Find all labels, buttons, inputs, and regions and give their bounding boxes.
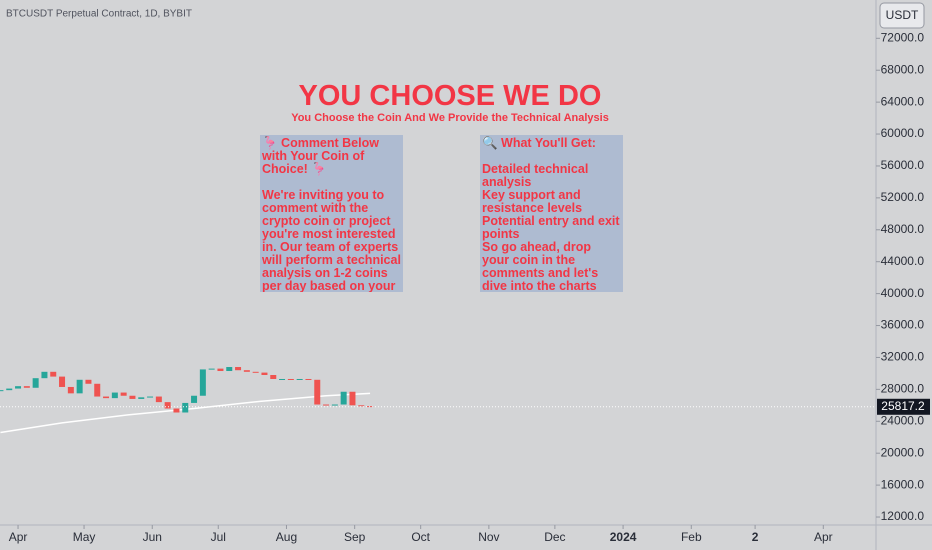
candle <box>367 406 374 408</box>
candle <box>331 404 338 406</box>
last-price-box <box>877 398 930 415</box>
candle <box>208 368 215 370</box>
x-tick-label: Apr <box>814 530 833 544</box>
info-text: Detailed technical analysis <box>482 162 589 189</box>
last-price-label: 25817.2 <box>881 399 925 413</box>
candle <box>296 378 303 380</box>
x-tick-label: Apr <box>9 530 28 544</box>
x-tick-label: Feb <box>681 530 702 544</box>
info-text: Potential entry and exit points <box>482 214 620 241</box>
candle <box>279 378 286 380</box>
y-tick-label: 20000.0 <box>881 445 925 459</box>
candle <box>147 396 154 398</box>
candle <box>261 372 268 375</box>
y-tick-label: 28000.0 <box>881 382 925 396</box>
candle <box>191 395 198 403</box>
candle <box>111 392 118 399</box>
candle <box>138 397 145 399</box>
candle <box>287 378 294 380</box>
y-tick-label: 56000.0 <box>881 158 925 172</box>
candle <box>32 378 39 388</box>
candle <box>173 408 180 413</box>
candle <box>182 402 189 413</box>
candle <box>59 376 66 387</box>
x-tick-label: 2024 <box>610 530 637 544</box>
x-tick-label: Aug <box>276 530 297 544</box>
symbol-label: BTCUSDT Perpetual Contract, 1D, BYBIT <box>6 9 192 20</box>
candle <box>270 375 277 379</box>
x-tick-label: Sep <box>344 530 366 544</box>
candle <box>164 402 171 409</box>
y-tick-label: 60000.0 <box>881 126 925 140</box>
y-tick-label: 40000.0 <box>881 286 925 300</box>
y-tick-label: 64000.0 <box>881 94 925 108</box>
x-tick-label: 2 <box>752 530 759 544</box>
candle <box>305 378 312 380</box>
candle <box>243 370 250 372</box>
y-tick-label: 68000.0 <box>881 62 925 76</box>
x-tick-label: Jun <box>143 530 162 544</box>
candle <box>349 391 356 406</box>
candle <box>23 386 30 388</box>
x-tick-label: May <box>73 530 96 544</box>
moving-average <box>0 392 371 434</box>
info-text: Key support and resistance levels <box>482 188 583 215</box>
candle <box>217 368 224 372</box>
candle <box>226 367 233 372</box>
currency-button[interactable] <box>879 2 925 29</box>
candle <box>155 396 162 403</box>
info-text: 🔍 What You'll Get: <box>482 136 596 150</box>
candle <box>314 379 321 405</box>
candle <box>41 371 48 379</box>
candle <box>120 392 127 396</box>
candle <box>235 367 242 371</box>
candle <box>323 404 330 406</box>
candle <box>76 379 83 394</box>
candle <box>340 391 347 405</box>
candle <box>85 379 92 384</box>
info-box: 🔍 What You'll Get: Detailed technical ana… <box>480 135 623 292</box>
x-tick-label: Dec <box>544 530 565 544</box>
overlay-subtitle: You Choose the Coin And We Provide the T… <box>291 112 609 124</box>
candle <box>199 369 206 396</box>
candle <box>50 371 57 377</box>
info-text: 🦩 Comment Below with Your Coin of Choice… <box>262 136 379 176</box>
info-text: So go ahead, drop your coin in the comme… <box>482 240 599 293</box>
candle <box>94 383 101 397</box>
x-tick-label: Jul <box>211 530 226 544</box>
candle <box>129 395 136 399</box>
y-tick-label: 72000.0 <box>881 30 925 44</box>
overlay-title: YOU CHOOSE WE DO <box>298 80 602 112</box>
y-tick-label: 44000.0 <box>881 254 925 268</box>
y-tick-label: 36000.0 <box>881 318 925 332</box>
info-text: We're inviting you to comment with the c… <box>262 188 401 293</box>
y-tick-label: 32000.0 <box>881 350 925 364</box>
y-tick-label: 16000.0 <box>881 477 925 491</box>
candle <box>358 405 365 407</box>
currency-label[interactable]: USDT <box>886 8 919 22</box>
candle <box>6 388 13 391</box>
candle <box>15 386 22 389</box>
candle <box>0 390 4 392</box>
y-tick-label: 12000.0 <box>881 509 925 523</box>
candle <box>252 371 259 373</box>
info-box: 🦩 Comment Below with Your Coin of Choice… <box>260 135 403 292</box>
y-tick-label: 52000.0 <box>881 190 925 204</box>
x-tick-label: Nov <box>478 530 499 544</box>
y-tick-label: 48000.0 <box>881 222 925 236</box>
candle <box>103 396 110 399</box>
x-tick-label: Oct <box>411 530 430 544</box>
y-tick-label: 24000.0 <box>881 413 925 427</box>
candle <box>67 386 74 394</box>
